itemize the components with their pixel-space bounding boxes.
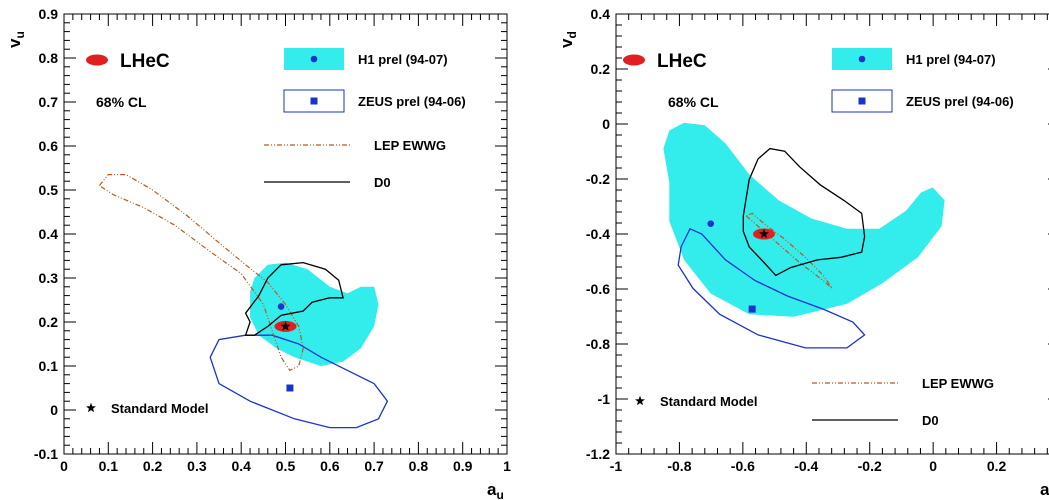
x-tick-label: -0.6 [731,458,755,474]
legend-zeus-swatch [831,89,893,113]
x-tick-label: 0.8 [409,458,429,474]
legend-h1-dot [310,55,318,63]
plot-frame [63,13,508,455]
y-axis-label: vu [5,31,27,48]
x-tick-label: 0.1 [99,458,119,474]
legend-cl-label: 68% CL [668,94,719,110]
legend-lhec-label: LHeC [120,51,170,72]
zeus-contour-line [677,227,866,349]
right-panel-couplings-down: -1-0.8-0.6-0.4-0.200.20.4-1.2-1-0.8-0.6-… [557,6,1049,500]
legend-cl-label: 68% CL [96,94,147,110]
x-tick-label: 0.3 [187,458,207,474]
x-tick-label: -0.4 [794,458,818,474]
legend-h1-dot [858,55,866,63]
zeus-point [286,384,294,392]
y-tick-label: 0.2 [591,61,611,77]
x-tick-label: -0.2 [858,458,882,474]
legend-zeus-square [310,97,318,105]
x-tick-label: 0.2 [987,458,1007,474]
y-axis-label: vd [557,31,579,48]
y-tick-label: 0.1 [39,358,59,374]
y-tick-label: 0.6 [39,138,59,154]
y-tick-label: 0 [602,116,610,132]
x-tick-label: 0.4 [231,458,251,474]
legend-zeus-label: ZEUS prel (94-06) [358,94,466,109]
zeus-point [748,305,756,313]
plot-area [663,122,945,349]
left-panel-couplings-up: 0 0.1 0.2 0.3 0.4 0.5 0.6 0.7 0.8 0.9 1-0.100.10.2… [5,6,511,500]
legend-zeus-swatch [283,89,345,113]
legend-h1-label: H1 prel (94-07) [906,52,996,67]
x-axis-label: au [487,480,504,500]
h1-contour-fill [663,122,945,317]
x-tick-label: 0 [929,458,937,474]
y-tick-label: -1 [598,391,611,407]
x-tick-label: 0 [60,458,68,474]
lep-ewwg-contour-line [98,174,304,372]
h1-point [277,303,285,310]
legend-sm-label: Standard Model [660,394,758,409]
legend-d0-label: D0 [374,175,391,190]
y-tick-label: -0.4 [586,226,610,242]
legend-zeus-square [858,97,866,105]
zeus-contour-line [209,334,389,429]
legend-d0-label: D0 [922,413,939,428]
x-tick-label: 0.6 [320,458,340,474]
y-tick-label: 0.2 [39,314,59,330]
legend-lep-label: LEP EWWG [374,138,446,153]
y-tick-label: 0.5 [39,182,59,198]
y-tick-label: 0.7 [39,94,59,110]
legend-h1-label: H1 prel (94-07) [358,52,448,67]
y-tick-label: 0.8 [39,50,59,66]
y-tick-label: 0.9 [39,6,59,22]
legend-lhec-swatch [86,54,108,66]
legend-zeus-label: ZEUS prel (94-06) [906,94,1014,109]
y-tick-label: -0.1 [34,446,58,462]
h1-contour-fill [250,262,379,366]
y-tick-label: 0.4 [591,6,611,22]
x-tick-label: 0.2 [143,458,163,474]
d0-contour-line [742,147,866,277]
x-tick-label: 0.9 [453,458,473,474]
legend-lhec-swatch [623,54,645,66]
legend-sm-label: Standard Model [111,401,209,416]
x-axis-label: ad [1040,480,1049,500]
plot-area [98,174,389,429]
d0-contour-line [244,261,344,336]
x-tick-label: 0.5 [276,458,296,474]
y-tick-label: 0.4 [39,226,59,242]
y-tick-label: -0.6 [586,281,610,297]
y-tick-label: -0.2 [586,171,610,187]
standard-model-star [280,321,291,331]
x-tick-label: 0.7 [364,458,384,474]
x-tick-label: 1 [503,458,511,474]
h1-point [707,220,715,227]
y-tick-label: 0.3 [39,270,59,286]
y-tick-label: -1.2 [586,446,610,462]
legend-lep-label: LEP EWWG [922,376,994,391]
lep-ewwg-contour-line [745,212,833,289]
x-tick-label: -0.8 [667,458,691,474]
legend-sm-star [635,395,645,406]
y-tick-label: -0.8 [586,336,610,352]
legend-lhec-label: LHeC [657,51,707,72]
standard-model-star [759,228,769,239]
y-tick-label: 0 [50,402,58,418]
x-tick-label: -1 [610,458,623,474]
legend-sm-star [86,402,96,413]
